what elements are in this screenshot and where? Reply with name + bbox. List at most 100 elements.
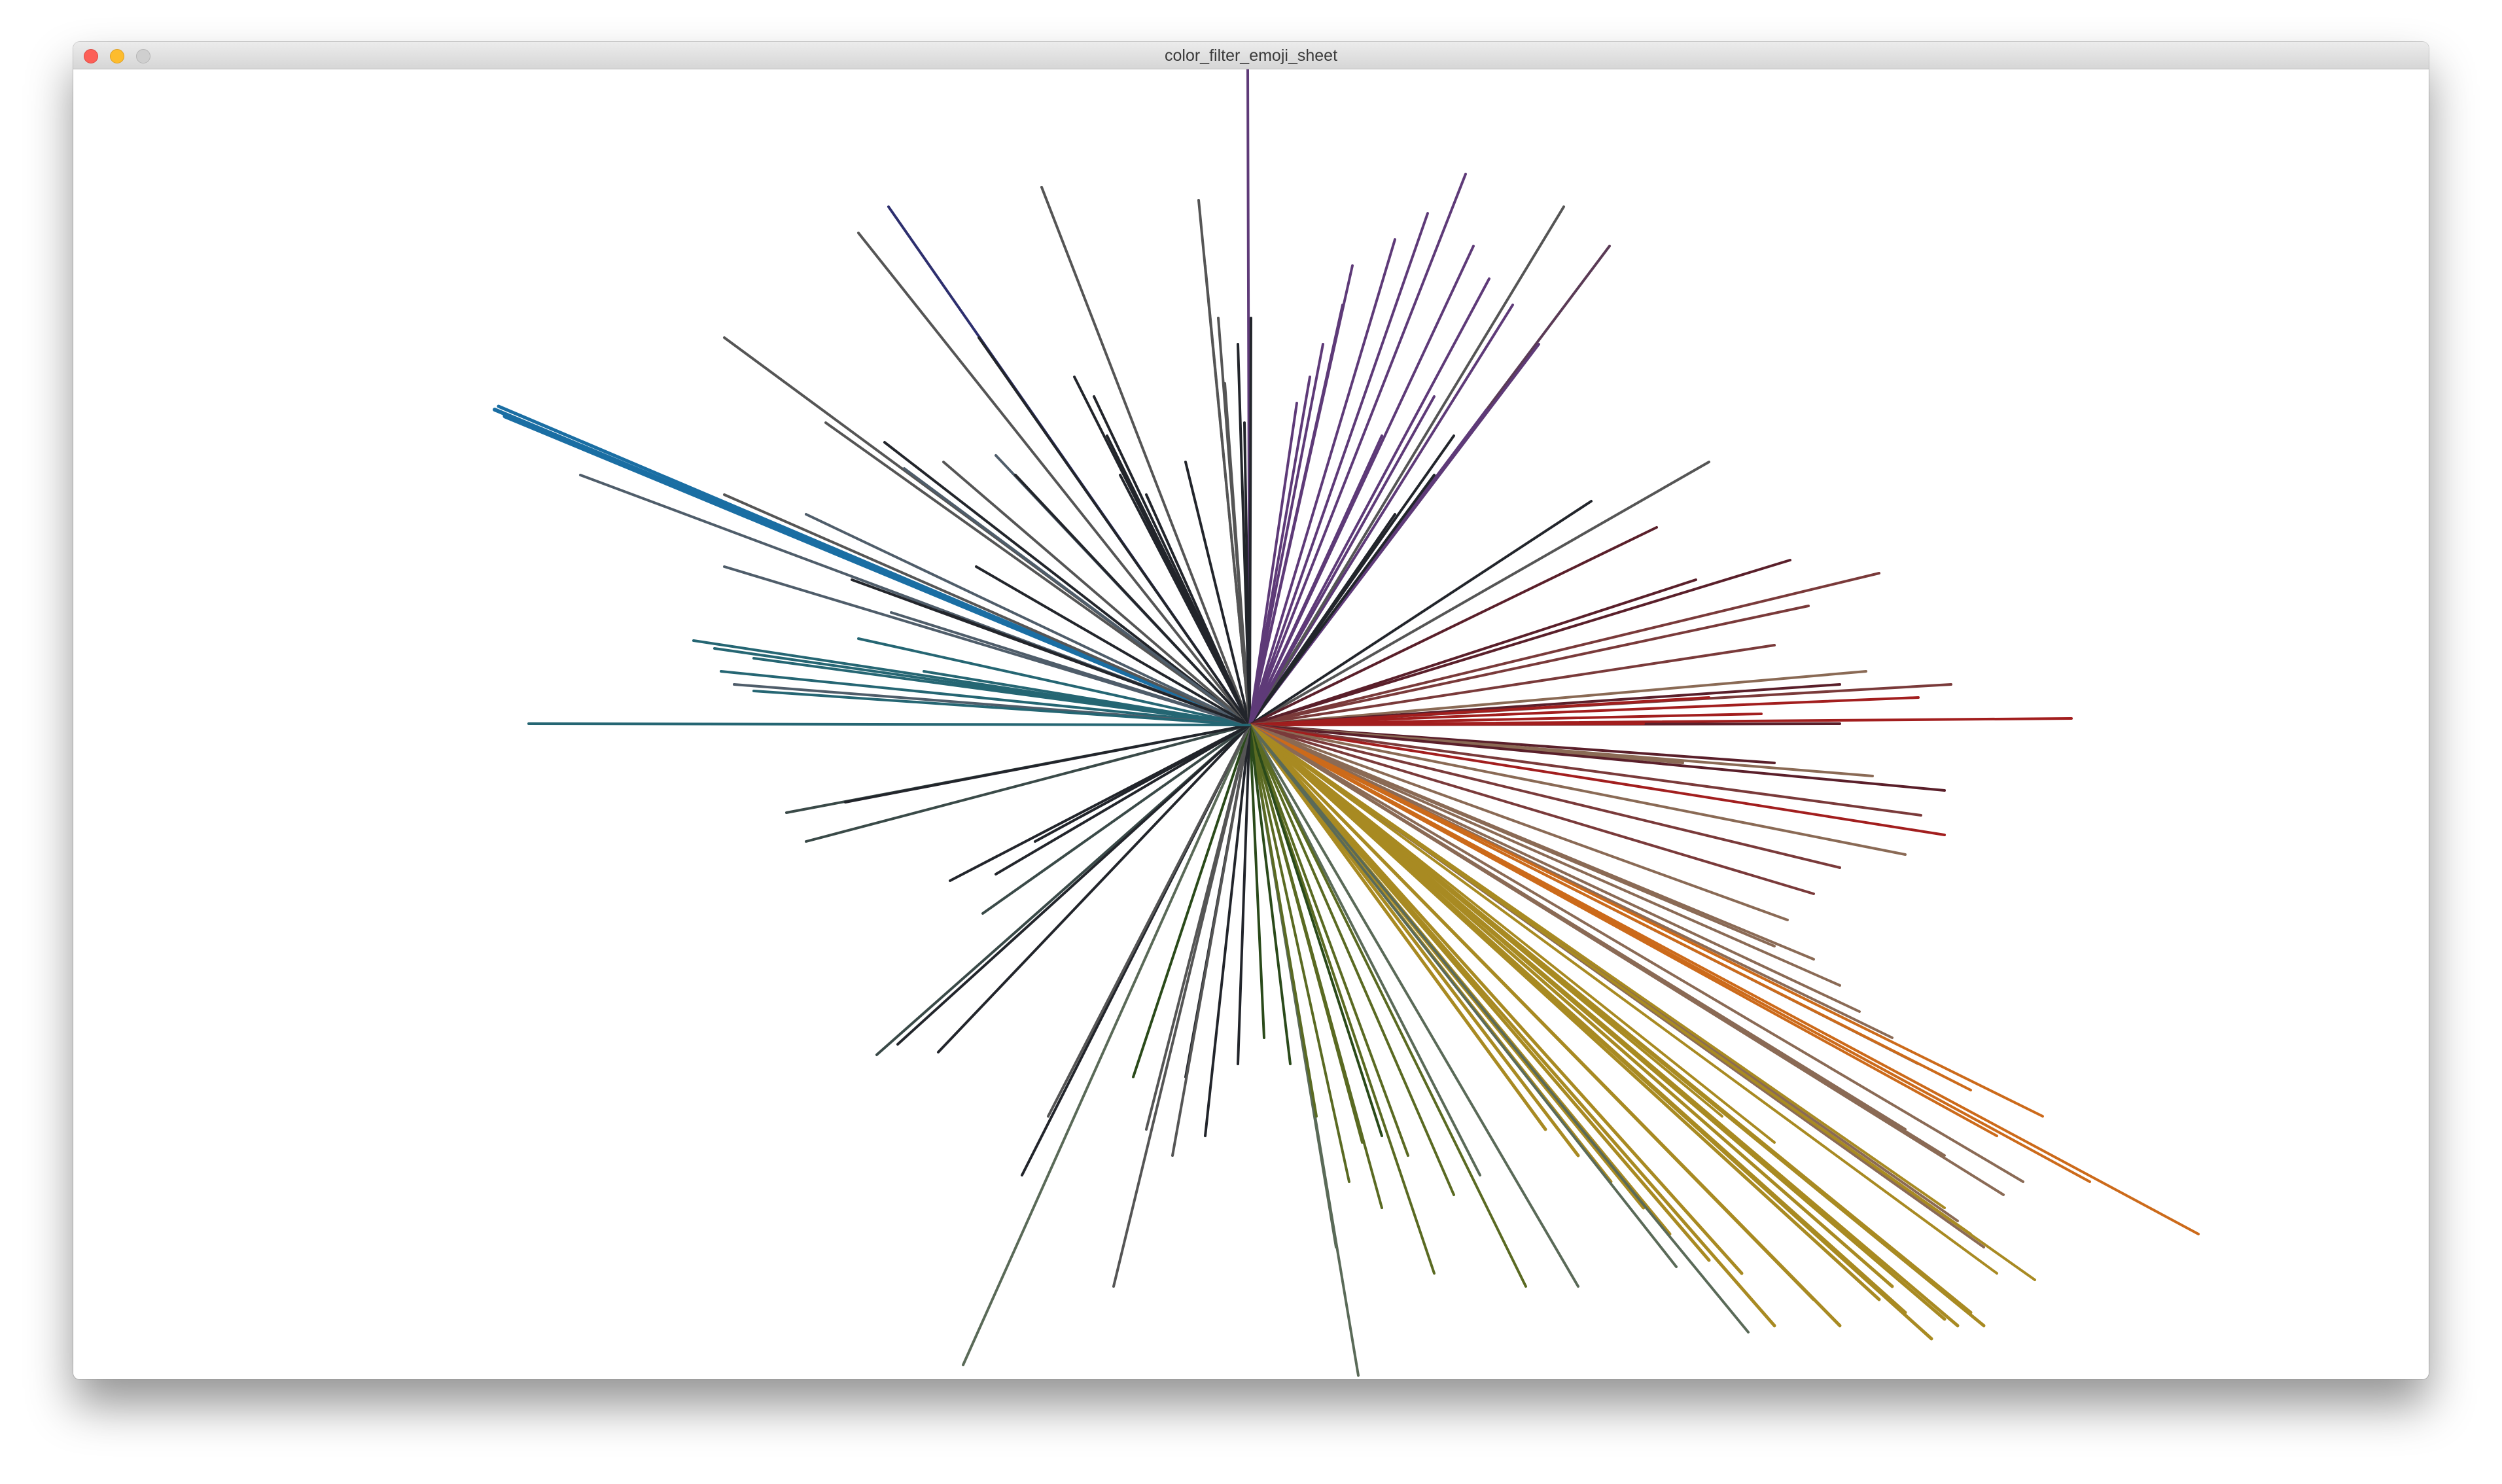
burst-line bbox=[1248, 724, 1815, 895]
burst-line bbox=[975, 565, 1251, 726]
burst-line bbox=[824, 421, 1251, 726]
burst-line bbox=[1248, 724, 1922, 817]
burst-line bbox=[1248, 724, 1841, 869]
burst-line bbox=[1248, 724, 1723, 1118]
burst-line bbox=[1248, 696, 1920, 726]
burst-line bbox=[1248, 461, 1710, 726]
burst-line bbox=[1248, 724, 1409, 1157]
burst-line bbox=[1248, 434, 1383, 726]
burst-line bbox=[1145, 493, 1251, 726]
burst-line bbox=[1248, 724, 1776, 1144]
burst-line bbox=[1248, 559, 1791, 726]
burst-line bbox=[1248, 723, 1881, 1301]
burst-line bbox=[1248, 173, 1467, 726]
burst-line bbox=[527, 722, 1251, 726]
burst-line bbox=[903, 467, 1251, 726]
burst-line bbox=[1248, 713, 1763, 726]
burst-line bbox=[1112, 724, 1251, 1288]
burst-line bbox=[1248, 724, 2044, 1118]
app-window: color_filter_emoji_sheet bbox=[73, 42, 2429, 1379]
burst-line bbox=[752, 690, 1251, 726]
drawing-canvas bbox=[73, 69, 2429, 1379]
burst-line bbox=[995, 724, 1251, 875]
burst-line bbox=[1248, 238, 1396, 726]
burst-line bbox=[1248, 605, 1810, 726]
burst-line bbox=[1248, 723, 1744, 1275]
burst-line bbox=[883, 441, 1251, 726]
burst-line bbox=[962, 724, 1251, 1366]
burst-line bbox=[1119, 474, 1251, 726]
burst-line bbox=[1248, 724, 1815, 961]
burst-line bbox=[1248, 724, 1481, 1176]
burst-line bbox=[1248, 513, 1396, 726]
burst-line bbox=[1248, 526, 1658, 726]
burst-line bbox=[978, 336, 1251, 726]
burst-line bbox=[937, 724, 1251, 1053]
burst-line bbox=[1204, 264, 1251, 726]
burst-line bbox=[1248, 395, 1436, 726]
burst-line bbox=[1248, 724, 1946, 836]
burst-line bbox=[1248, 317, 1252, 726]
burst-line bbox=[1248, 724, 1318, 1118]
burst-line bbox=[1248, 724, 1579, 1288]
burst-line bbox=[1040, 186, 1251, 726]
burst-line bbox=[1248, 724, 1998, 1275]
burst-line bbox=[1248, 402, 1298, 726]
burst-line bbox=[1248, 724, 2200, 1235]
burst-line bbox=[1171, 724, 1251, 1157]
title-bar[interactable]: color_filter_emoji_sheet bbox=[73, 42, 2429, 69]
zoom-window-button[interactable] bbox=[136, 49, 150, 63]
burst-line bbox=[1248, 724, 1364, 1144]
burst-line bbox=[720, 670, 1251, 726]
burst-line bbox=[1248, 723, 1580, 1157]
burst-line bbox=[1248, 723, 1894, 1288]
burst-line bbox=[1248, 578, 1697, 726]
burst-line bbox=[1248, 724, 1350, 1183]
burst-line bbox=[1248, 696, 1710, 726]
minimize-window-button[interactable] bbox=[110, 49, 124, 63]
burst-line bbox=[502, 414, 1252, 728]
burst-line bbox=[1243, 421, 1251, 726]
burst-line bbox=[1248, 304, 1344, 726]
burst-line bbox=[1248, 212, 1429, 726]
burst-line bbox=[1248, 724, 1907, 1131]
burst-line bbox=[1248, 724, 1946, 792]
burst-line bbox=[1248, 724, 1383, 1137]
burst-line bbox=[805, 513, 1251, 726]
burst-line bbox=[1248, 724, 1907, 856]
burst-line bbox=[805, 724, 1251, 843]
burst-line bbox=[1248, 724, 1972, 1091]
burst-line bbox=[1248, 376, 1311, 726]
burst-line bbox=[896, 724, 1251, 1046]
burst-line bbox=[1248, 722, 1645, 726]
burst-line bbox=[844, 724, 1251, 804]
burst-line bbox=[1248, 724, 1789, 921]
burst-line bbox=[1248, 724, 1750, 1334]
burst-line bbox=[1248, 474, 1436, 726]
burst-line bbox=[1248, 724, 2024, 1183]
burst-line bbox=[1248, 724, 1841, 987]
burst-line bbox=[1248, 277, 1490, 726]
burst-line bbox=[1248, 724, 1527, 1288]
burst-line bbox=[1184, 461, 1251, 726]
color-line-burst bbox=[493, 69, 2200, 1377]
burst-line bbox=[1248, 572, 1880, 726]
burst-line bbox=[1248, 724, 1455, 1196]
burst-line bbox=[1047, 724, 1251, 1118]
burst-line bbox=[723, 493, 1251, 726]
burst-line bbox=[857, 637, 1251, 726]
burst-line bbox=[1248, 500, 1593, 726]
close-window-button[interactable] bbox=[84, 49, 98, 63]
burst-line bbox=[1224, 382, 1251, 726]
burst-line bbox=[1034, 724, 1251, 843]
burst-line bbox=[1248, 723, 1816, 1301]
burst-line bbox=[1014, 474, 1251, 726]
burst-line bbox=[1237, 724, 1251, 1065]
burst-line bbox=[923, 670, 1251, 726]
burst-line bbox=[1248, 670, 1867, 726]
burst-line bbox=[752, 657, 1251, 726]
burst-line bbox=[1204, 724, 1251, 1137]
burst-line bbox=[1248, 724, 1678, 1268]
burst-line bbox=[1248, 724, 1265, 1039]
burst-line bbox=[942, 461, 1251, 726]
